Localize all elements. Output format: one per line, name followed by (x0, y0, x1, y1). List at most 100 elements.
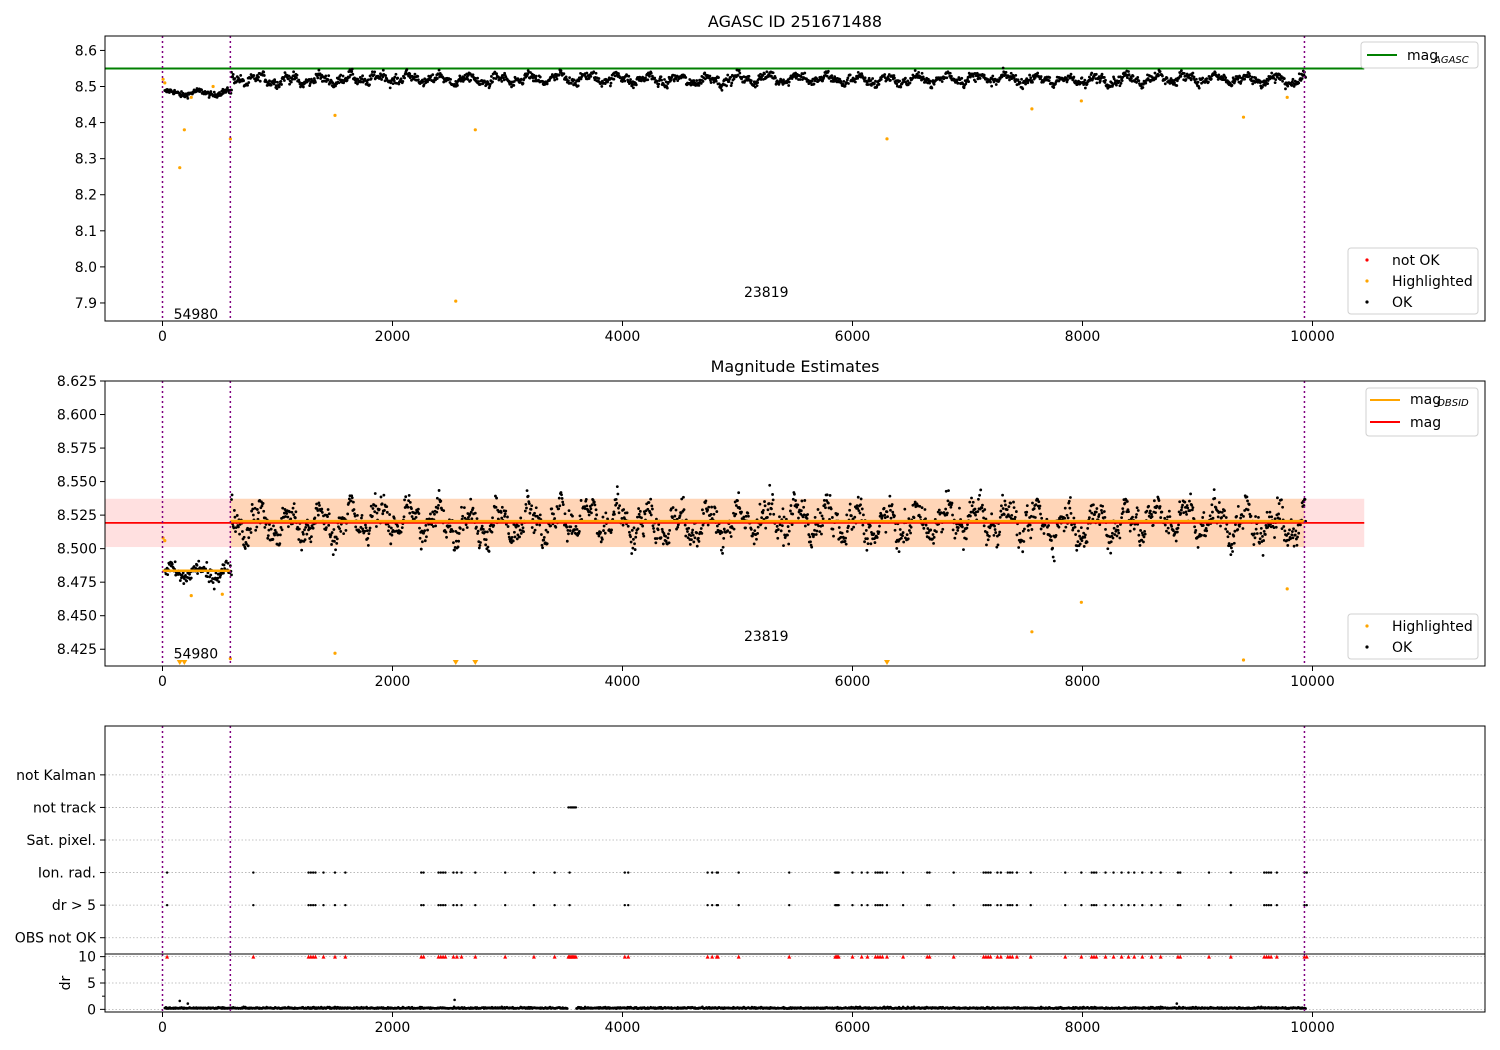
data-point-ok (237, 525, 240, 529)
data-point-ok (1239, 516, 1243, 520)
x-tick-label: 0 (158, 329, 167, 345)
data-point-ok (678, 514, 682, 518)
data-point-ok (1047, 524, 1050, 527)
data-point-ok (1033, 516, 1037, 519)
data-point-ok (238, 532, 241, 536)
data-point-ok (1274, 525, 1278, 529)
data-point-ok (1088, 516, 1091, 519)
data-point-ok (1028, 73, 1031, 77)
data-point-ok (732, 77, 736, 81)
data-point-ok (196, 572, 199, 575)
data-point-ok (1103, 515, 1107, 519)
data-point-ok (559, 69, 563, 73)
data-point-ok (1252, 543, 1256, 546)
data-point-ok (467, 516, 470, 519)
data-point-ok (353, 512, 356, 516)
data-point-ok (1115, 83, 1118, 87)
data-point-ok (714, 79, 718, 83)
data-point-ok (843, 84, 847, 88)
data-point-ok (1158, 505, 1162, 508)
data-point-ok (400, 526, 404, 530)
data-point-ok (918, 504, 922, 508)
data-point-ok (360, 514, 364, 517)
data-point-ok (744, 514, 748, 518)
data-point-ok (542, 536, 546, 539)
data-point-ok (767, 502, 771, 505)
data-point-ok (609, 84, 612, 88)
data-point-ok (1083, 535, 1087, 539)
y-tick-label: 7.9 (75, 296, 97, 312)
data-point-ok (431, 510, 435, 514)
data-point-ok (514, 525, 518, 529)
data-point-ok (1216, 515, 1220, 519)
data-point-ok (1168, 515, 1172, 518)
x-tick-label: 6000 (835, 674, 871, 690)
flag-point (881, 903, 884, 907)
data-point-ok (883, 73, 887, 76)
data-point-ok (1021, 87, 1025, 91)
data-point-ok (567, 509, 571, 513)
data-point-ok (358, 530, 362, 533)
data-point-ok (1170, 524, 1174, 528)
data-point-ok (789, 504, 793, 507)
flag-point (1150, 903, 1153, 907)
data-point-ok (1207, 80, 1210, 84)
data-point-ok (418, 536, 422, 540)
data-point-ok (513, 80, 516, 83)
data-point-ok (904, 76, 907, 80)
data-point-ok (983, 508, 987, 511)
data-point-highlighted (1030, 630, 1034, 634)
data-point-ok (1009, 501, 1013, 505)
data-point-highlighted (163, 539, 167, 543)
data-point-ok (326, 508, 330, 511)
data-point-ok (1039, 512, 1042, 516)
y-tick-label: 8.5 (75, 80, 97, 96)
data-point-ok (652, 527, 655, 530)
data-point-ok (1236, 528, 1240, 531)
data-point-ok (1211, 516, 1215, 520)
data-point-ok (1042, 532, 1046, 535)
data-point-ok (815, 77, 819, 81)
data-point-ok (1175, 79, 1179, 83)
data-point-ok (495, 72, 498, 76)
data-point-ok (1175, 530, 1179, 534)
flag-point (999, 903, 1003, 907)
data-point-ok (484, 538, 488, 542)
data-point-ok (1239, 79, 1243, 83)
data-point-ok (491, 516, 494, 520)
data-point-ok (466, 77, 470, 81)
data-point-ok (370, 514, 374, 518)
flag-point (439, 903, 442, 907)
data-point-ok (1080, 539, 1084, 543)
data-point-ok (684, 534, 688, 538)
data-point-ok (708, 74, 712, 78)
data-point-ok (1254, 527, 1258, 531)
data-point-ok (1226, 530, 1229, 534)
data-point-ok (330, 543, 333, 546)
data-point-ok (405, 68, 409, 71)
flag-point (901, 871, 905, 874)
data-point-ok (615, 501, 619, 505)
panel-magnitude-estimates: 0 2000 4000 6000 8000 100008.4258.4508.4758.5… (57, 357, 1486, 690)
data-point-ok (200, 88, 204, 92)
data-point-ok (314, 80, 317, 84)
data-point-ok (416, 75, 420, 78)
data-point-ok (291, 77, 294, 81)
data-point-ok (1169, 77, 1173, 80)
flag-point (837, 903, 840, 907)
panel-top-frame (104, 35, 1486, 322)
flag-point (788, 903, 791, 907)
data-point-ok (1232, 541, 1236, 545)
data-point-ok (1246, 499, 1249, 503)
data-point-ok (519, 516, 523, 520)
data-point-ok (686, 536, 690, 540)
data-point-ok (282, 76, 286, 79)
data-point-ok (737, 491, 741, 495)
flag-point (1008, 903, 1012, 907)
data-point-ok (469, 510, 473, 514)
data-point-ok (525, 506, 528, 510)
data-point-ok (513, 535, 517, 539)
data-point-ok (1101, 504, 1105, 508)
data-point-ok (729, 535, 733, 538)
